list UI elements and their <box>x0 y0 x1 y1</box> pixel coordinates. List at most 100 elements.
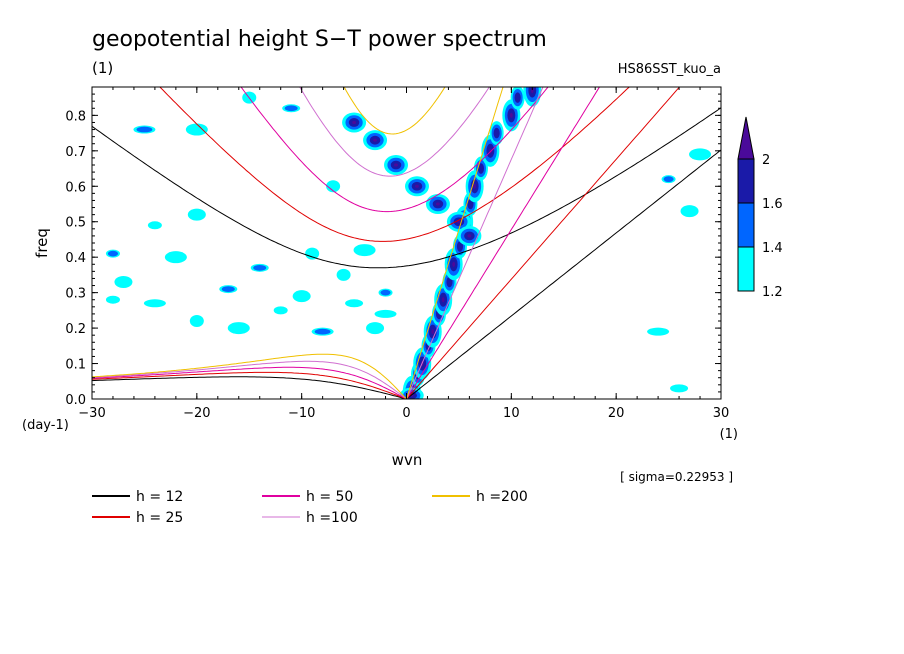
contour-blob <box>253 264 267 271</box>
colorbar-swatch <box>737 158 755 204</box>
dispersion-curve-ig <box>240 87 549 213</box>
contour-blob <box>509 112 513 118</box>
contour-blob <box>670 384 689 393</box>
contour-blob <box>473 183 477 189</box>
x-tick-label: 20 <box>608 406 625 421</box>
y-tick-label: 0.5 <box>65 216 86 231</box>
x-unit-label: (1) <box>720 427 738 442</box>
contour-blob <box>189 315 204 327</box>
contour-blob <box>374 309 397 318</box>
colorbar-label: 1.2 <box>762 285 783 300</box>
y-tick-label: 0.3 <box>65 287 86 302</box>
contour-blob <box>456 241 464 252</box>
contour-blob <box>534 64 544 81</box>
contour-blob <box>305 247 320 260</box>
dispersion-curve-rossby <box>92 353 407 399</box>
contour-blob <box>431 329 435 335</box>
dispersion-curve-rossby <box>92 371 407 399</box>
y-tick-label: 0.8 <box>65 109 86 124</box>
contour-blob <box>663 176 674 183</box>
contour-blob <box>227 322 250 335</box>
dispersion-curves <box>92 87 721 399</box>
contour-blob <box>164 251 187 264</box>
contour-blob <box>105 295 120 304</box>
dispersion-curve-kelvin <box>406 87 681 399</box>
contour-blob <box>273 306 288 315</box>
contour-blob <box>185 123 208 136</box>
contour-blob <box>284 105 298 112</box>
y-tick-label: 0.1 <box>65 358 86 373</box>
contour-blob <box>326 180 341 193</box>
contour-blob <box>436 202 440 206</box>
contour-blob <box>373 138 377 142</box>
colorbar-label: 2 <box>762 153 770 168</box>
contour-blob <box>336 268 351 281</box>
y-tick-label: 0.7 <box>65 145 86 160</box>
contour-blob <box>345 299 364 308</box>
x-axis-label: wvn <box>392 451 423 469</box>
x-tick-label: −20 <box>183 406 210 421</box>
contour-blob <box>107 250 119 257</box>
contour-blob <box>647 327 670 336</box>
contour-blob <box>530 87 534 94</box>
contour-blob <box>314 328 331 335</box>
contour-blob <box>680 205 699 218</box>
dispersion-curve-ig <box>299 87 490 177</box>
contour-blob <box>353 244 376 257</box>
contour-blob <box>452 261 456 267</box>
dispersion-curve-rossby <box>92 366 407 399</box>
dispersion-curve-ig <box>343 87 446 135</box>
dispersion-curve-kelvin <box>406 87 504 399</box>
contour-blob <box>467 234 472 238</box>
dispersion-curve-kelvin <box>406 87 544 399</box>
x-tick-label: −10 <box>288 406 315 421</box>
contour-blob <box>187 208 206 221</box>
dispersion-curve-rossby <box>92 360 407 399</box>
x-tick-label: 10 <box>503 406 520 421</box>
y-tick-label: 0.4 <box>65 251 86 266</box>
chart-subtitle-right: HS86SST_kuo_a <box>618 62 721 77</box>
legend-label: h =100 <box>306 510 358 526</box>
y-tick-label: 0.2 <box>65 322 86 337</box>
contour-blob <box>366 322 385 335</box>
contour-blob <box>136 126 153 133</box>
y-unit-label: (day-1) <box>22 418 69 433</box>
contour-blob <box>394 163 398 167</box>
contour-blob <box>221 286 235 292</box>
contour-blob <box>441 297 445 303</box>
axis-ticks: −30 −20 −10 0 10 20 30 0.0 0.1 0.2 0.3 0.4 0.5 0.6 0.7… <box>65 87 729 421</box>
contour-blob <box>292 290 311 303</box>
legend-label: h = 25 <box>136 510 183 526</box>
dispersion-curve-rossby <box>92 376 407 399</box>
colorbar-label: 1.4 <box>762 241 783 256</box>
colorbar-triangle <box>737 116 755 160</box>
contour-blob <box>493 127 500 139</box>
colorbar: 1.2 1.4 1.6 2 <box>737 116 783 300</box>
contour-blob <box>415 184 419 188</box>
contour-blob <box>477 163 485 174</box>
chart-title: geopotential height S−T power spectrum <box>92 27 547 52</box>
contour-blob <box>143 299 166 308</box>
legend-label: h = 50 <box>306 489 353 505</box>
contour-blob <box>689 148 712 161</box>
dispersion-curve-kelvin <box>406 87 601 399</box>
dispersion-curve-ig <box>92 107 721 269</box>
chart-subtitle-left: (1) <box>92 59 113 77</box>
y-axis-label: freq <box>33 228 51 258</box>
y-tick-label: 0.6 <box>65 180 86 195</box>
x-tick-label: −30 <box>78 406 105 421</box>
legend-label: h =200 <box>476 489 528 505</box>
legend-label: h = 12 <box>136 489 183 505</box>
dispersion-curve-ig <box>159 87 631 242</box>
spectrum-contours <box>105 64 712 399</box>
plot-frame <box>91 86 722 400</box>
contour-blob <box>147 221 162 230</box>
x-tick-label: 30 <box>713 406 730 421</box>
contour-blob <box>536 68 542 79</box>
contour-blob <box>514 92 521 103</box>
legend: h = 12 h = 25 h = 50 h =100 h =200 <box>92 489 528 526</box>
y-tick-label: 0.0 <box>65 393 86 408</box>
colorbar-swatch <box>737 246 755 292</box>
x-tick-label: 0 <box>402 406 410 421</box>
